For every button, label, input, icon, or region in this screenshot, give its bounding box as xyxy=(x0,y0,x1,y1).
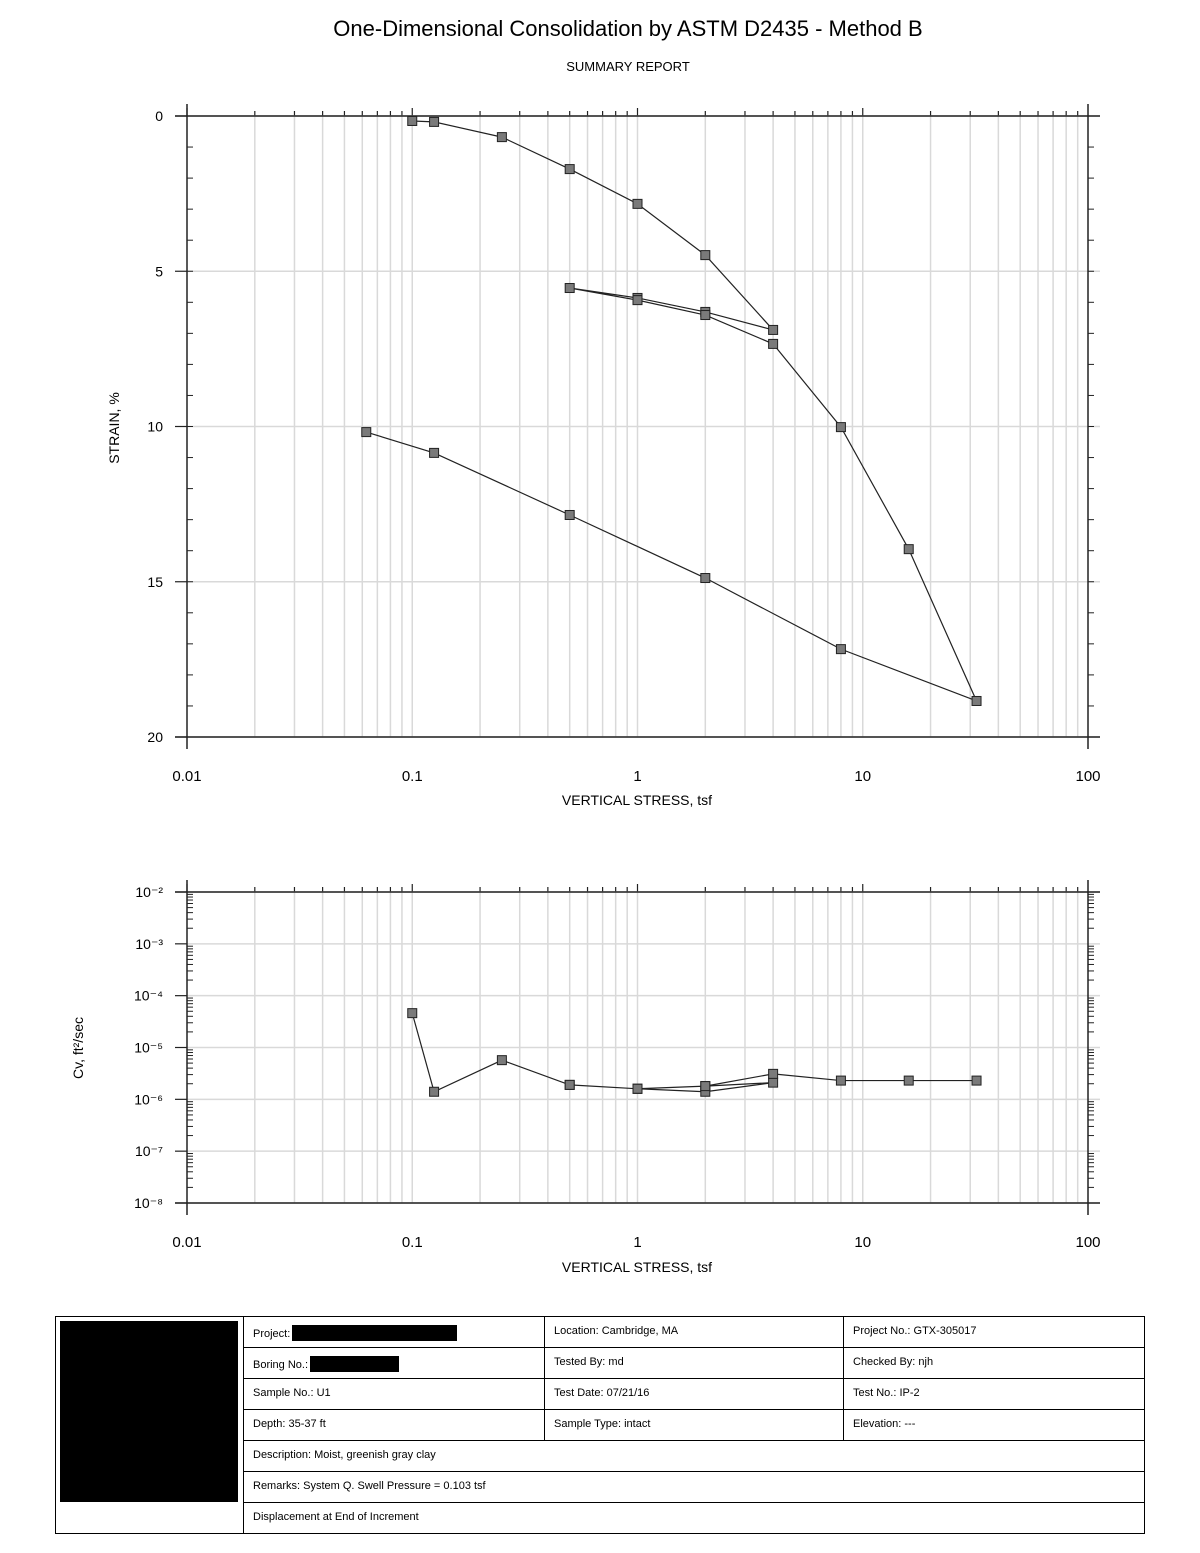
elevation-cell: Elevation: --- xyxy=(853,1418,916,1430)
y-tick-label: 10 xyxy=(147,419,163,435)
y-tick-label: 20 xyxy=(147,729,163,745)
cv-x-axis-label: VERTICAL STRESS, tsf xyxy=(562,1259,712,1275)
x-tick-label: 100 xyxy=(1075,1234,1100,1251)
tested-by-cell: Tested By: md xyxy=(545,1348,844,1378)
data-point-marker xyxy=(429,116,440,127)
data-point-marker xyxy=(564,509,575,520)
data-point-marker xyxy=(407,1008,418,1019)
redacted-logo xyxy=(60,1321,238,1502)
x-tick-label: 0.1 xyxy=(402,768,423,785)
x-tick-label: 0.01 xyxy=(172,768,201,785)
data-point-marker xyxy=(971,1075,982,1086)
location-cell: Location: Cambridge, MA xyxy=(545,1317,844,1347)
data-point-marker xyxy=(564,283,575,294)
test-no-cell: Test No.: IP-2 xyxy=(853,1387,920,1399)
y-tick-label: 15 xyxy=(147,574,163,590)
cv-axis-label: Cv, ft²/sec xyxy=(70,1017,86,1079)
data-point-marker xyxy=(496,1055,507,1066)
logo-column xyxy=(56,1317,244,1533)
project-no-cell: Project No.: GTX-305017 xyxy=(853,1325,977,1337)
y-tick-label: 10⁻⁴ xyxy=(134,988,163,1004)
info-row: Remarks: System Q. Swell Pressure = 0.10… xyxy=(244,1472,1144,1503)
report-title: One-Dimensional Consolidation by ASTM D2… xyxy=(333,16,923,41)
data-point-marker xyxy=(835,422,846,433)
data-point-marker xyxy=(564,164,575,175)
data-point-marker xyxy=(971,695,982,706)
x-tick-label: 10 xyxy=(854,1234,871,1251)
data-line xyxy=(366,120,978,703)
data-point-marker xyxy=(903,544,914,555)
info-row: Sample No.: U1 Test Date: 07/21/16 Test … xyxy=(244,1379,1144,1410)
info-row: Depth: 35-37 ft Sample Type: intact Elev… xyxy=(244,1410,1144,1441)
info-row: Boring No.: Tested By: md Checked By: nj… xyxy=(244,1348,1144,1379)
remarks-cell: Remarks: System Q. Swell Pressure = 0.10… xyxy=(253,1480,486,1492)
data-point-marker xyxy=(632,295,643,306)
data-point-marker xyxy=(632,1083,643,1094)
checked-by-cell: Checked By: njh xyxy=(853,1356,934,1368)
test-date-cell: Test Date: 07/21/16 xyxy=(545,1379,844,1409)
charts-canvas: 0.01 0.1 1 10 100 0 5 10 15 20 0.01 0.1 1 10 100 10⁻² 1… xyxy=(70,104,1101,1275)
redacted-boring xyxy=(310,1356,400,1372)
data-point-marker xyxy=(700,1081,711,1092)
data-point-marker xyxy=(496,132,507,143)
displacement-cell: Displacement at End of Increment xyxy=(253,1511,419,1523)
x-tick-label: 10 xyxy=(854,768,871,785)
data-point-marker xyxy=(835,1075,846,1086)
x-tick-label: 0.01 xyxy=(172,1234,201,1251)
project-cell: Project: xyxy=(244,1317,545,1347)
data-point-marker xyxy=(632,198,643,209)
cv-chart: 0.01 0.1 1 10 100 10⁻² 10⁻³ 10⁻⁴ 10⁻⁵ 10⁻⁶ 10⁻⁷ 10⁻… xyxy=(134,880,1101,1251)
data-point-marker xyxy=(407,115,418,126)
data-point-marker xyxy=(361,427,372,438)
x-tick-label: 1 xyxy=(633,768,641,785)
data-point-marker xyxy=(564,1079,575,1090)
data-point-marker xyxy=(768,1068,779,1079)
x-tick-label: 1 xyxy=(633,1234,641,1251)
y-tick-label: 0 xyxy=(155,108,163,124)
data-point-marker xyxy=(429,447,440,458)
boring-cell: Boring No.: xyxy=(244,1348,545,1378)
data-point-marker xyxy=(768,324,779,335)
report-subtitle: SUMMARY REPORT xyxy=(566,59,690,74)
info-row: Displacement at End of Increment xyxy=(244,1503,1144,1533)
data-point-marker xyxy=(768,338,779,349)
y-tick-label: 10⁻⁵ xyxy=(134,1040,163,1056)
strain-x-axis-label: VERTICAL STRESS, tsf xyxy=(562,792,712,808)
redacted-project xyxy=(292,1325,458,1341)
sample-info-table: Project: Location: Cambridge, MA Project… xyxy=(55,1316,1145,1534)
data-point-marker xyxy=(903,1075,914,1086)
info-row: Description: Moist, greenish gray clay xyxy=(244,1441,1144,1472)
y-tick-label: 5 xyxy=(155,263,163,279)
data-point-marker xyxy=(835,644,846,655)
sample-type-cell: Sample Type: intact xyxy=(545,1410,844,1440)
y-tick-label: 10⁻² xyxy=(135,884,163,900)
data-point-marker xyxy=(429,1086,440,1097)
data-point-marker xyxy=(700,573,711,584)
strain-axis-label: STRAIN, % xyxy=(106,392,122,464)
data-point-marker xyxy=(768,1077,779,1088)
depth-cell: Depth: 35-37 ft xyxy=(244,1410,545,1440)
strain-chart: 0.01 0.1 1 10 100 0 5 10 15 20 xyxy=(147,104,1101,785)
info-row: Project: Location: Cambridge, MA Project… xyxy=(244,1317,1144,1348)
x-tick-label: 0.1 xyxy=(402,1234,423,1251)
data-line xyxy=(411,1012,977,1093)
y-tick-label: 10⁻³ xyxy=(135,936,163,952)
x-tick-label: 100 xyxy=(1075,768,1100,785)
y-tick-label: 10⁻⁸ xyxy=(134,1195,163,1211)
y-tick-label: 10⁻⁶ xyxy=(134,1091,163,1107)
y-tick-label: 10⁻⁷ xyxy=(135,1143,163,1159)
description-cell: Description: Moist, greenish gray clay xyxy=(253,1449,436,1461)
data-point-marker xyxy=(700,310,711,321)
sample-no-cell: Sample No.: U1 xyxy=(244,1379,545,1409)
data-point-marker xyxy=(700,250,711,261)
